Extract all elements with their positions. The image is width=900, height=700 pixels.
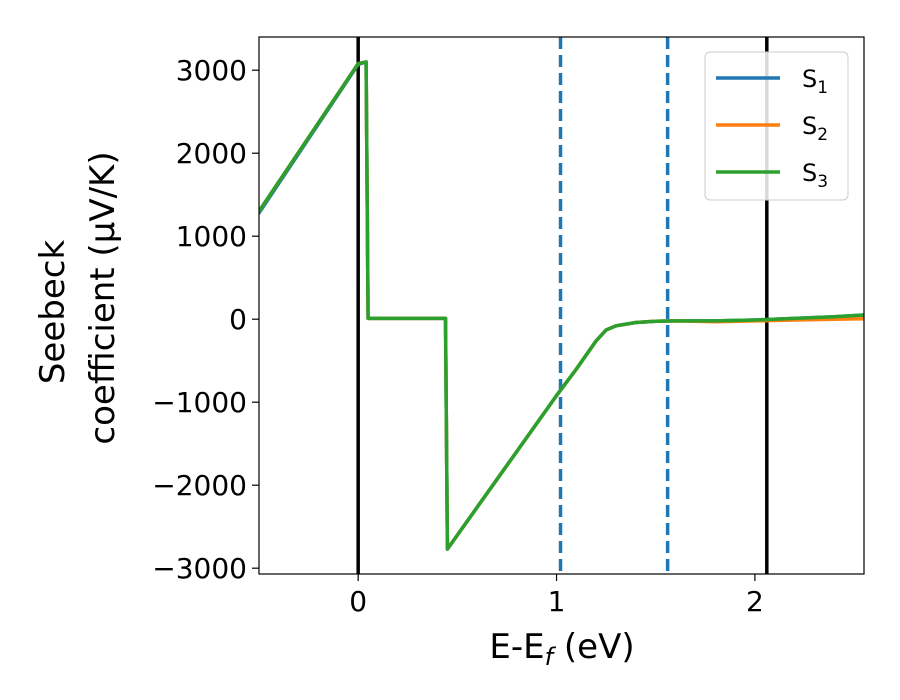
y-tick-label: −3000 [152, 552, 247, 585]
y-tick-label: 2000 [176, 137, 247, 170]
legend-label-s3: S3 [802, 159, 828, 192]
plot-frame [258, 36, 865, 575]
legend-label-s2: S2 [802, 112, 828, 145]
series-line-s3 [259, 60, 864, 551]
y-tick-label: 3000 [176, 54, 247, 87]
y-tick-label: 1000 [176, 220, 247, 253]
x-tick-label: 0 [349, 585, 367, 618]
y-tick-label: −2000 [152, 469, 247, 502]
legend-label-s1: S1 [802, 65, 828, 98]
x-axis-title: E-Ef (eV) [489, 627, 634, 671]
y-axis: 3000 2000 1000 0 −1000 −2000 −3000 [152, 54, 259, 585]
y-tick-label: 0 [229, 303, 247, 336]
y-axis-title-line2: coefficient (μV/K) [83, 151, 123, 444]
x-axis: 0 1 2 [349, 574, 764, 618]
y-tick-label: −1000 [152, 386, 247, 419]
y-axis-title-line1: Seebeck [33, 240, 73, 385]
x-tick-label: 1 [548, 585, 566, 618]
legend: S1 S2 S3 [704, 51, 849, 201]
x-tick-label: 2 [746, 585, 764, 618]
